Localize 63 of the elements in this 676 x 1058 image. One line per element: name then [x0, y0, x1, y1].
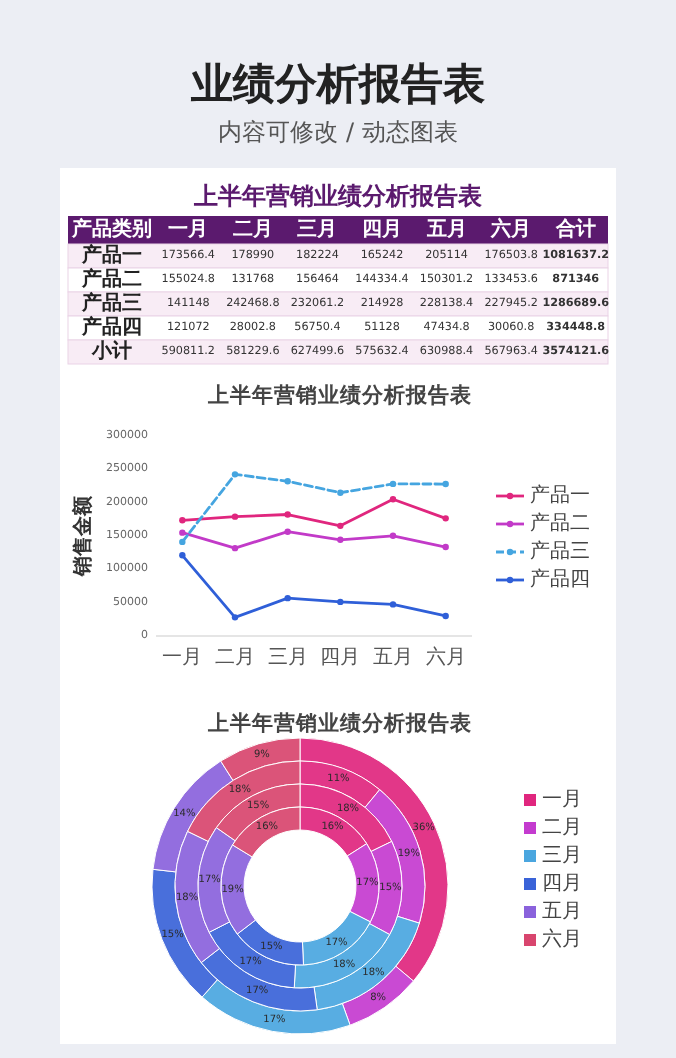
point — [231, 544, 239, 552]
legend-label: 产品二 — [530, 511, 590, 535]
category-label: 合计 — [553, 217, 596, 241]
category-label: 产品三 — [82, 293, 142, 315]
category-label: 一月 — [168, 219, 209, 241]
point — [337, 489, 344, 496]
category-label: 六月 — [489, 217, 532, 241]
legend-label: 六月 — [542, 927, 582, 951]
point — [442, 480, 449, 488]
x-tick-label: 五月 — [373, 647, 413, 669]
point — [231, 614, 239, 621]
legend-label: 一月 — [542, 789, 582, 811]
point — [389, 532, 397, 539]
chart-title: 上半年营销业绩分析报告表 — [206, 382, 474, 408]
category-label: 产品二 — [82, 269, 142, 291]
legend-label: 产品三 — [530, 539, 590, 563]
point — [179, 529, 186, 536]
point — [284, 478, 291, 485]
category-label: 三月 — [297, 219, 338, 241]
point — [284, 528, 291, 535]
legend-label: 五月 — [542, 901, 582, 923]
point — [231, 471, 239, 478]
category-label: 产品一 — [82, 245, 142, 267]
category-label: 小计 — [92, 341, 132, 363]
point — [179, 538, 186, 546]
x-tick-label: 四月 — [320, 647, 361, 669]
legend-label: 三月 — [542, 845, 582, 867]
text: 内容可修改 / 动态图表 — [218, 118, 458, 146]
point — [389, 496, 397, 503]
point — [231, 513, 239, 520]
y-axis-title: 销售金额 — [71, 494, 95, 578]
point — [442, 612, 449, 620]
point — [442, 515, 449, 522]
point — [179, 552, 186, 559]
point — [389, 601, 397, 608]
line-series — [179, 552, 449, 621]
category-label: 五月 — [424, 219, 467, 241]
category-label: 二月 — [232, 219, 273, 241]
point — [337, 536, 344, 543]
text: 业绩分析报告表 — [189, 60, 485, 108]
point — [337, 522, 344, 530]
point — [337, 598, 344, 606]
legend-label: 产品一 — [530, 483, 590, 507]
x-tick-label: 三月 — [267, 647, 308, 669]
x-tick-label: 二月 — [215, 647, 255, 669]
legend-label: 四月 — [542, 873, 582, 895]
legend-label: 产品四 — [530, 567, 590, 591]
category-label: 四月 — [362, 219, 402, 241]
x-tick-label: 一月 — [162, 647, 203, 669]
point — [284, 511, 291, 518]
legend-label: 二月 — [542, 817, 582, 839]
line-series — [179, 471, 449, 546]
line-series — [179, 496, 449, 530]
point — [179, 517, 186, 524]
point — [284, 594, 291, 602]
point — [442, 543, 449, 551]
text: 产品类别 — [70, 217, 152, 241]
line-series — [179, 528, 449, 552]
category-label: 产品四 — [82, 317, 142, 339]
point — [389, 480, 397, 488]
text: 上半年营销业绩分析报告表 — [192, 182, 484, 210]
chart-title: 上半年营销业绩分析报告表 — [206, 710, 474, 736]
x-tick-label: 六月 — [425, 645, 466, 669]
